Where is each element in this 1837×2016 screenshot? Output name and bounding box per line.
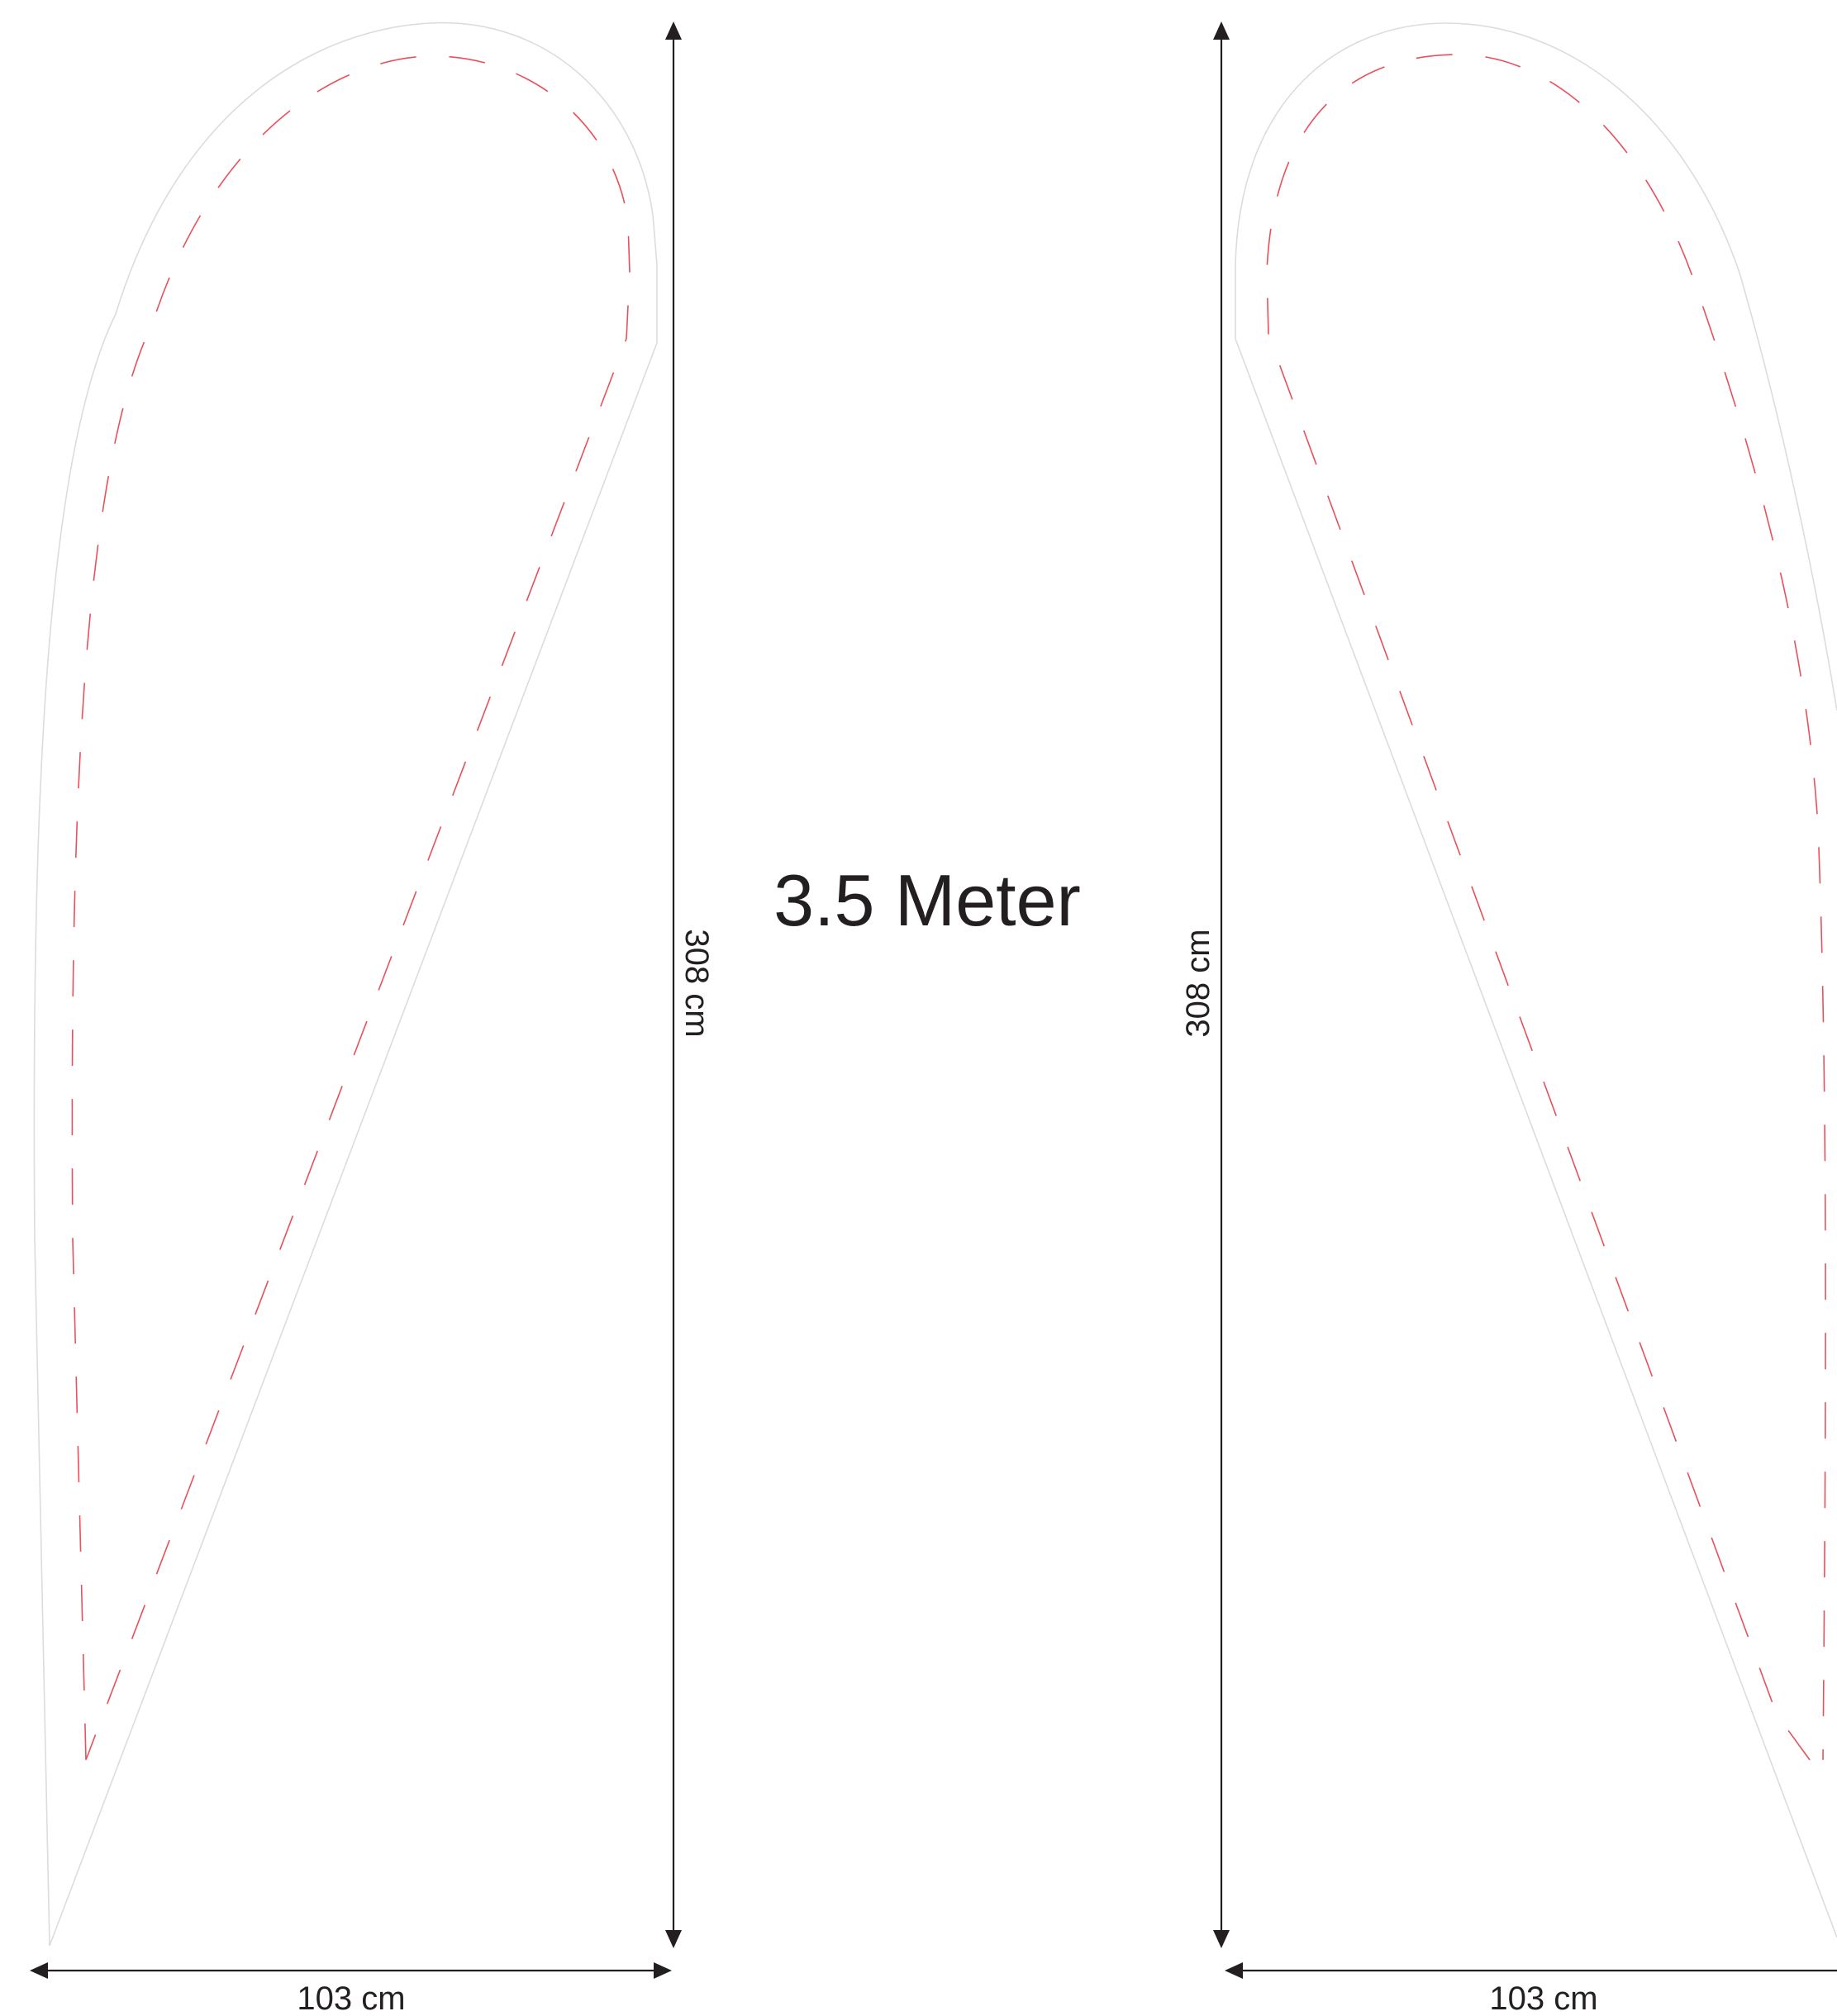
right-flag <box>1235 22 1837 1938</box>
left-width-label: 103 cm <box>297 1980 405 2016</box>
right-width-dimension: 103 cm <box>1225 1962 1837 2016</box>
right-height-dimension: 308 cm <box>1180 21 1230 1948</box>
left-flag-outline <box>33 21 658 1947</box>
left-width-dimension: 103 cm <box>30 1962 672 2016</box>
right-width-label: 103 cm <box>1489 1980 1597 2016</box>
right-flag-outline <box>1235 22 1837 1938</box>
page-title: 3.5 Meter <box>773 859 1081 941</box>
right-height-label: 308 cm <box>1180 929 1216 1037</box>
left-flag-seam <box>71 55 631 1761</box>
left-height-dimension: 308 cm <box>665 21 715 1948</box>
left-flag <box>33 21 658 1947</box>
right-flag-seam <box>1266 54 1826 1761</box>
left-height-label: 308 cm <box>678 929 715 1037</box>
